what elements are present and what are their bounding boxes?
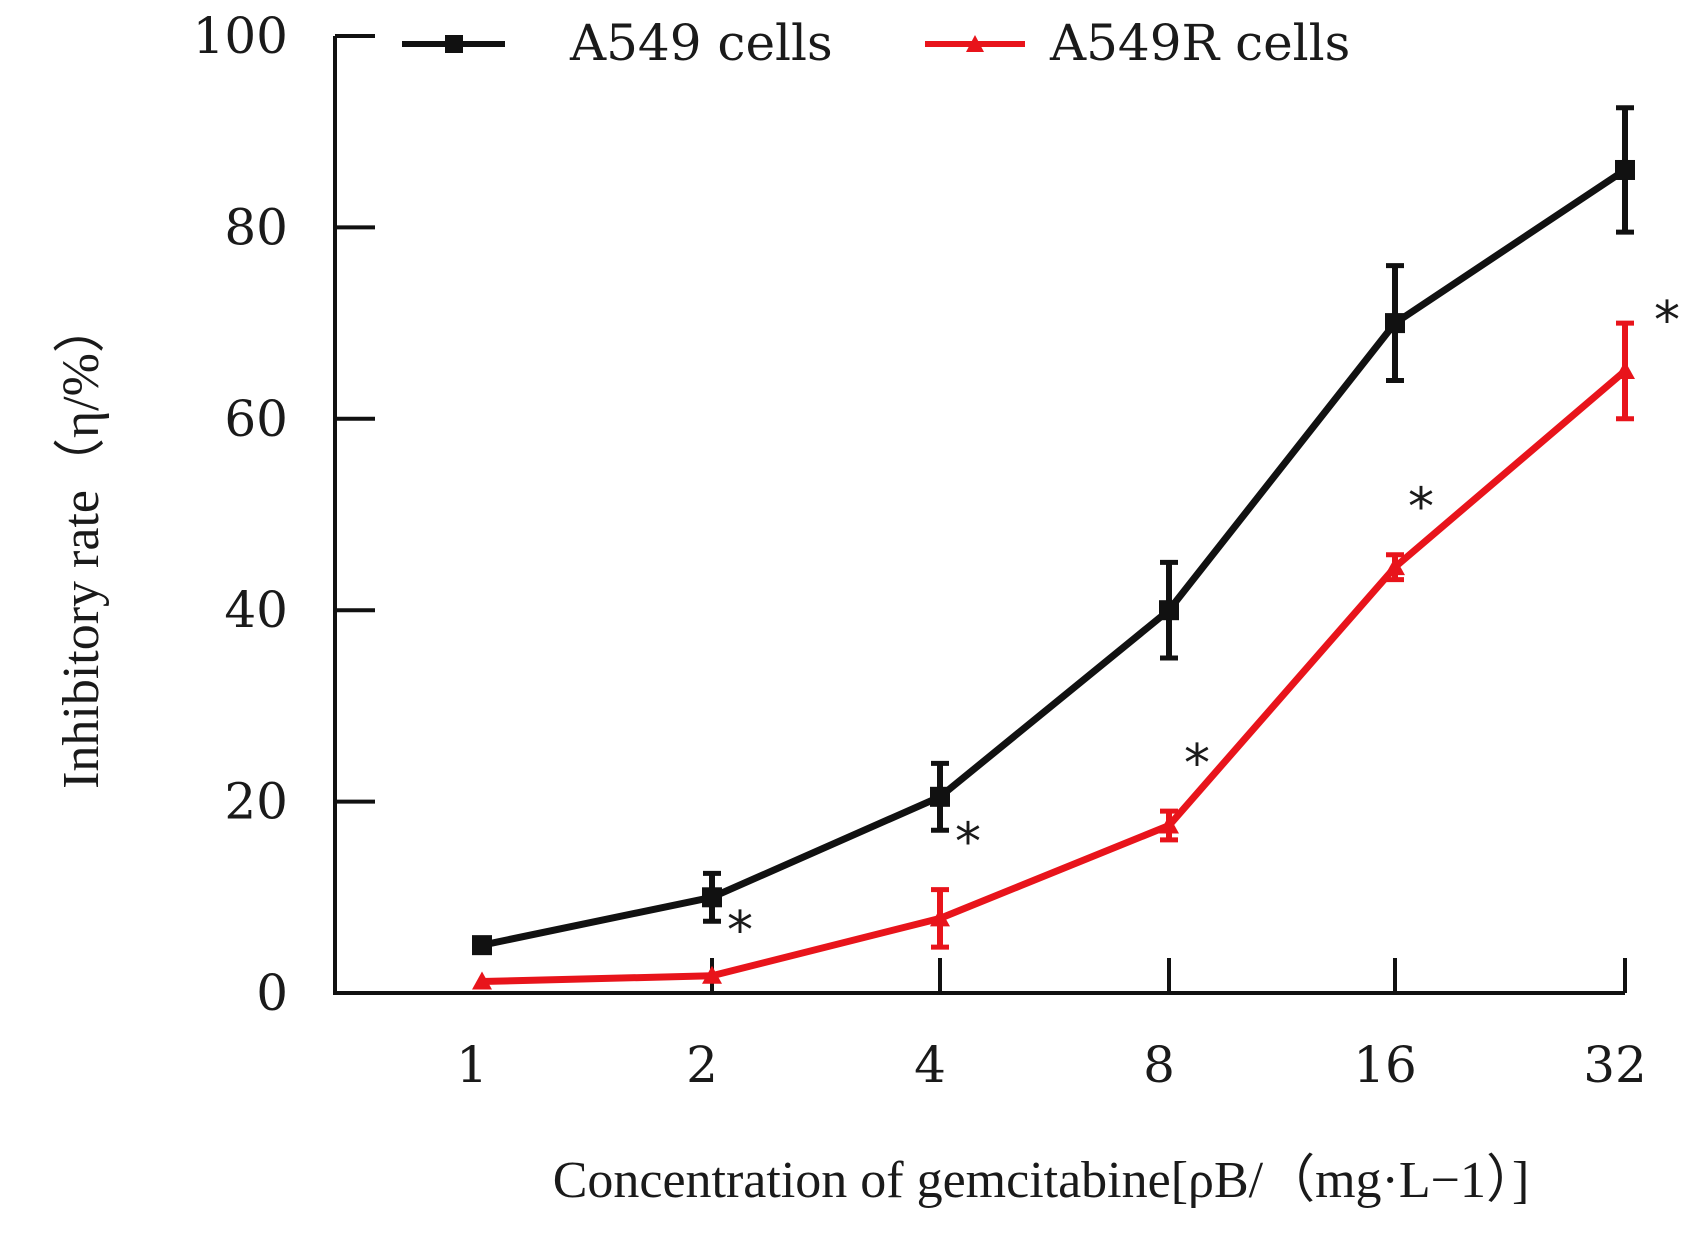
data-point-triangle — [702, 965, 722, 984]
y-axis-title: Inhibitory rate（η/%） — [53, 301, 110, 789]
data-point-square — [930, 786, 950, 807]
series-layer — [472, 105, 1635, 990]
series-line — [481, 368, 1628, 986]
legend-label-a549r: A549R cells — [1049, 14, 1350, 72]
x-tick-label: 2 — [686, 1036, 718, 1094]
data-point-square — [1159, 600, 1179, 621]
legend-marker-square — [445, 35, 463, 53]
x-tick-label: 4 — [914, 1036, 946, 1094]
y-ticks: 0 20 40 60 80 100 — [193, 7, 375, 1022]
legend-item-a549r: A549R cells — [925, 14, 1350, 72]
data-point-triangle — [1385, 557, 1405, 576]
data-point-square — [1385, 313, 1405, 334]
significance-marks: * * * * * — [727, 291, 1680, 961]
significance-asterisk: * — [955, 813, 981, 873]
x-tick-label: 8 — [1143, 1036, 1175, 1094]
y-tick-label: 100 — [193, 7, 288, 65]
data-point-triangle — [472, 971, 492, 990]
data-point-triangle — [930, 908, 950, 927]
x-tick-label: 32 — [1583, 1036, 1647, 1094]
significance-asterisk: * — [1408, 478, 1434, 538]
legend-label-a549: A549 cells — [569, 14, 833, 72]
y-tick-label: 20 — [224, 773, 288, 831]
series-a549r — [472, 320, 1635, 990]
data-point-square — [702, 887, 722, 908]
series-a549 — [472, 105, 1635, 956]
x-tick-label: 16 — [1353, 1036, 1417, 1094]
axes — [333, 36, 1625, 995]
y-tick-label: 60 — [224, 390, 288, 448]
legend: A549 cells A549R cells — [402, 14, 1350, 72]
significance-asterisk: * — [727, 901, 753, 961]
y-tick-label: 0 — [256, 964, 288, 1022]
legend-item-a549: A549 cells — [402, 14, 833, 72]
data-point-square — [1615, 159, 1635, 180]
y-tick-label: 80 — [224, 198, 288, 256]
series-line — [481, 167, 1627, 949]
legend-marker-triangle — [966, 35, 984, 52]
data-point-triangle — [1159, 815, 1179, 834]
x-ticks: 1 2 4 8 16 32 — [456, 958, 1647, 1094]
x-axis-title: Concentration of gemcitabine[ρB/（mg·L−1）… — [553, 1152, 1530, 1209]
data-point-square — [472, 935, 492, 956]
significance-asterisk: * — [1654, 291, 1680, 351]
y-tick-label: 40 — [224, 581, 288, 639]
x-tick-label: 1 — [456, 1036, 488, 1094]
data-point-triangle — [1615, 360, 1635, 379]
significance-asterisk: * — [1184, 734, 1210, 794]
